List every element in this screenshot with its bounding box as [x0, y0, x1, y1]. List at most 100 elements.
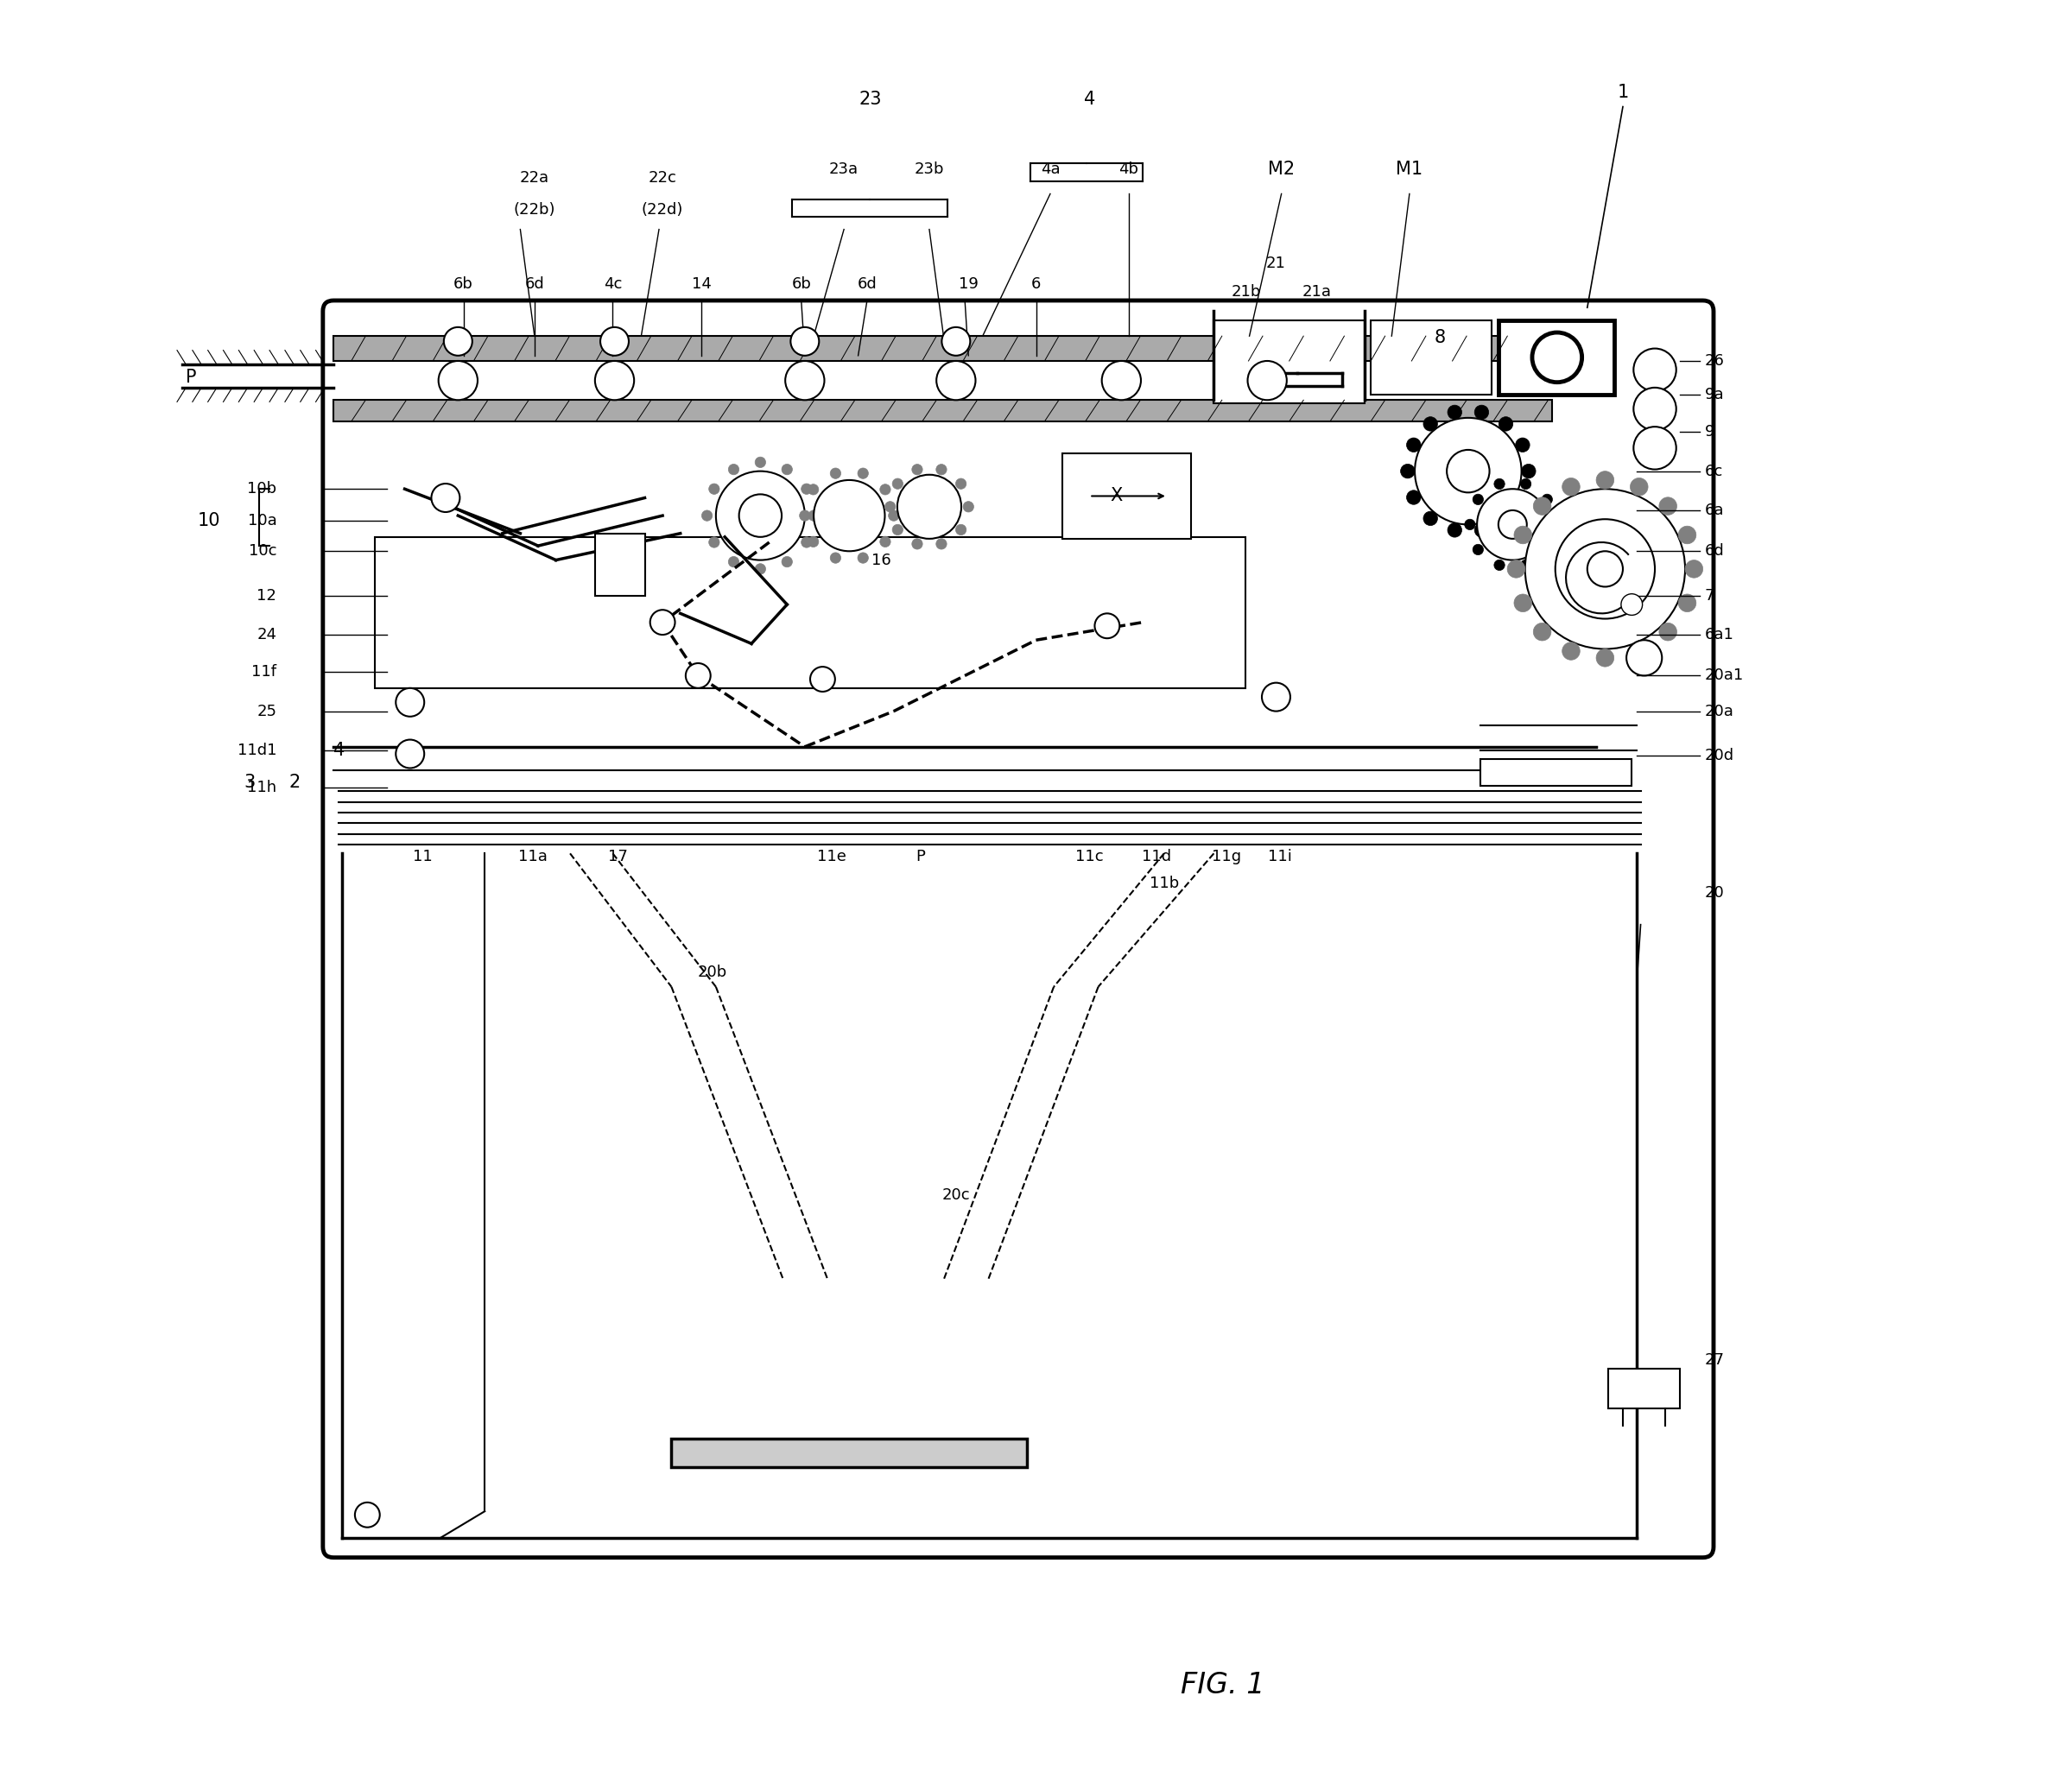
- Circle shape: [1494, 478, 1504, 489]
- Circle shape: [717, 471, 804, 560]
- Text: 26: 26: [1705, 354, 1724, 368]
- Text: 20b: 20b: [698, 965, 727, 980]
- Bar: [671, 1438, 1028, 1467]
- Circle shape: [1515, 491, 1529, 505]
- Circle shape: [1515, 526, 1531, 544]
- Circle shape: [808, 537, 818, 548]
- Circle shape: [881, 484, 891, 494]
- Text: 11g: 11g: [1212, 850, 1241, 864]
- Bar: [375, 537, 1245, 688]
- Circle shape: [1498, 510, 1527, 539]
- Circle shape: [1627, 640, 1662, 676]
- Circle shape: [1506, 560, 1525, 578]
- Text: 14: 14: [692, 277, 711, 292]
- Text: 21a: 21a: [1303, 284, 1332, 299]
- Circle shape: [1477, 489, 1548, 560]
- Circle shape: [1521, 464, 1535, 478]
- Circle shape: [1660, 498, 1676, 516]
- Text: 6b: 6b: [454, 277, 472, 292]
- Circle shape: [1633, 427, 1676, 469]
- Circle shape: [1542, 494, 1552, 505]
- Text: 10: 10: [197, 512, 220, 530]
- Circle shape: [702, 510, 713, 521]
- Circle shape: [858, 553, 868, 564]
- Text: 11e: 11e: [816, 850, 845, 864]
- Bar: [1063, 453, 1191, 539]
- Circle shape: [1595, 649, 1614, 667]
- Circle shape: [1094, 613, 1119, 638]
- Circle shape: [439, 361, 479, 400]
- Circle shape: [802, 484, 812, 494]
- Circle shape: [1678, 594, 1697, 612]
- Circle shape: [709, 537, 719, 548]
- Text: 4c: 4c: [603, 277, 622, 292]
- Circle shape: [1415, 418, 1521, 525]
- Circle shape: [810, 667, 835, 692]
- Text: 25: 25: [257, 704, 278, 718]
- Text: 20c: 20c: [943, 1188, 970, 1202]
- Circle shape: [1631, 478, 1647, 496]
- Text: 1: 1: [1616, 84, 1629, 101]
- Text: 23b: 23b: [914, 162, 945, 176]
- Circle shape: [881, 537, 891, 548]
- Circle shape: [800, 510, 810, 521]
- Text: 6b: 6b: [792, 277, 810, 292]
- Text: 4: 4: [1084, 91, 1096, 108]
- Text: 4a: 4a: [1040, 162, 1061, 176]
- Text: (22d): (22d): [642, 203, 684, 217]
- Circle shape: [1515, 437, 1529, 452]
- Circle shape: [1475, 523, 1488, 537]
- Text: 10a: 10a: [247, 514, 278, 528]
- Circle shape: [792, 327, 818, 356]
- Circle shape: [889, 510, 899, 521]
- Circle shape: [814, 480, 885, 551]
- Text: 11a: 11a: [518, 850, 547, 864]
- Circle shape: [1448, 523, 1463, 537]
- Circle shape: [1633, 388, 1676, 430]
- Circle shape: [858, 468, 868, 478]
- Text: 11: 11: [412, 850, 433, 864]
- Circle shape: [686, 663, 711, 688]
- Text: (22b): (22b): [514, 203, 555, 217]
- Circle shape: [1631, 642, 1647, 660]
- Circle shape: [1620, 594, 1643, 615]
- Text: 3: 3: [244, 773, 255, 791]
- Bar: [1498, 320, 1614, 395]
- Circle shape: [937, 464, 947, 475]
- Text: 8: 8: [1434, 329, 1446, 347]
- Text: M2: M2: [1268, 160, 1295, 178]
- Circle shape: [1423, 512, 1438, 526]
- Bar: [334, 336, 1552, 361]
- Text: 6d: 6d: [858, 277, 876, 292]
- Text: 6d: 6d: [1705, 544, 1724, 558]
- Circle shape: [912, 539, 922, 549]
- Circle shape: [802, 537, 812, 548]
- Text: M1: M1: [1397, 160, 1423, 178]
- Circle shape: [354, 1502, 379, 1527]
- Circle shape: [1678, 526, 1697, 544]
- Text: 20: 20: [1705, 885, 1724, 900]
- Circle shape: [1262, 683, 1291, 711]
- Circle shape: [1660, 622, 1676, 640]
- Text: 16: 16: [872, 553, 891, 567]
- Circle shape: [1531, 332, 1581, 382]
- Circle shape: [1521, 478, 1531, 489]
- FancyBboxPatch shape: [323, 300, 1714, 1558]
- Circle shape: [729, 464, 740, 475]
- Text: 11d1: 11d1: [238, 743, 278, 757]
- Circle shape: [754, 457, 767, 468]
- Circle shape: [1448, 405, 1463, 420]
- Text: 6a: 6a: [1705, 503, 1724, 517]
- Circle shape: [1542, 544, 1552, 555]
- Circle shape: [955, 478, 966, 489]
- Circle shape: [943, 327, 970, 356]
- Circle shape: [937, 361, 976, 400]
- Text: 11b: 11b: [1150, 877, 1179, 891]
- Circle shape: [1102, 361, 1142, 400]
- Text: 20a1: 20a1: [1705, 669, 1745, 683]
- Bar: [1608, 1369, 1680, 1408]
- Circle shape: [595, 361, 634, 400]
- Text: FIG. 1: FIG. 1: [1181, 1671, 1264, 1700]
- Circle shape: [1494, 560, 1504, 571]
- Circle shape: [1407, 437, 1421, 452]
